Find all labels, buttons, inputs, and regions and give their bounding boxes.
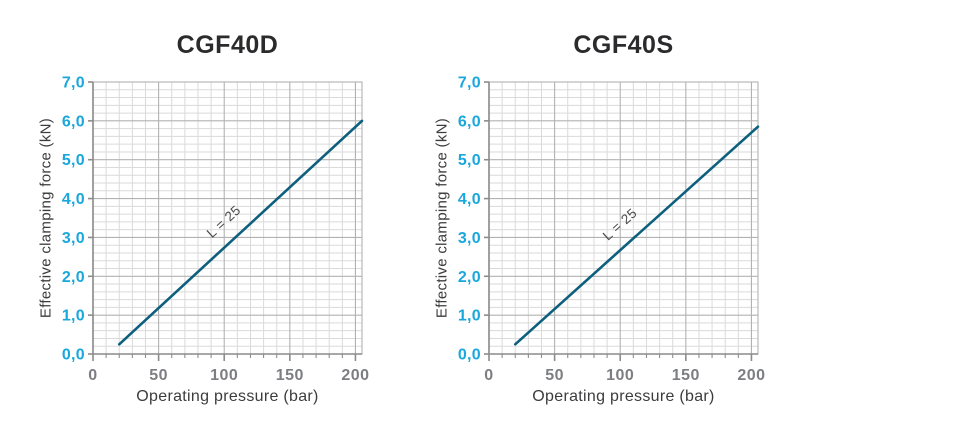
y-tick-label: 2,0 [62,269,85,286]
y-tick-label: 4,0 [62,191,85,208]
x-tick-label: 50 [149,367,168,384]
x-tick-label: 100 [606,367,634,384]
x-tick-label: 200 [341,367,369,384]
y-tick-label: 7,0 [62,75,85,92]
x-tick-label: 100 [210,367,238,384]
y-tick-label: 7,0 [458,75,481,92]
y-tick-label: 0,0 [458,347,481,364]
x-tick-label: 150 [672,367,700,384]
chart-title-cgf40d: CGF40D [176,31,279,59]
y-tick-label: 3,0 [62,230,85,247]
y-tick-label: 5,0 [62,152,85,169]
y-tick-label: 6,0 [458,113,481,130]
y-tick-label: 5,0 [458,152,481,169]
x-axis-title-cgf40d: Operating pressure (bar) [136,388,319,405]
y-tick-label: 4,0 [458,191,481,208]
y-tick-label: 1,0 [458,308,481,325]
x-tick-label: 200 [737,367,765,384]
x-tick-label: 150 [276,367,304,384]
x-tick-label: 0 [88,367,97,384]
x-tick-label: 0 [484,367,493,384]
y-tick-label: 2,0 [458,269,481,286]
y-tick-label: 1,0 [62,308,85,325]
y-tick-label: 0,0 [62,347,85,364]
series-line [117,119,364,346]
x-tick-label: 50 [545,367,564,384]
chart-title-cgf40s: CGF40S [573,31,674,59]
y-tick-label: 6,0 [62,113,85,130]
y-tick-label: 3,0 [458,230,481,247]
series-line [513,125,760,346]
x-axis-title-cgf40s: Operating pressure (bar) [532,388,715,405]
